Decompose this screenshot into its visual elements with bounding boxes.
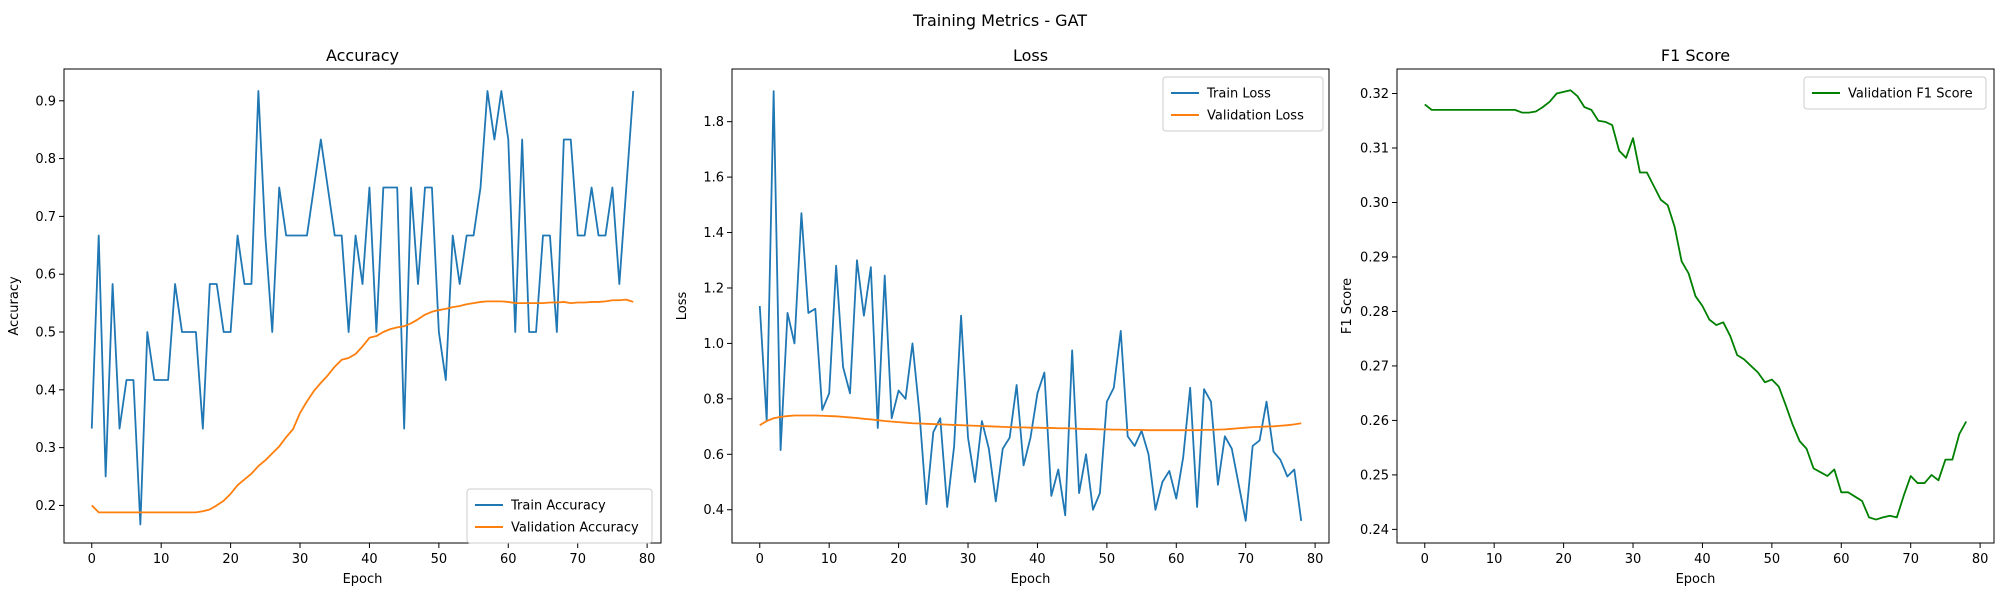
y-axis-label: F1 Score [1340, 278, 1355, 334]
y-tick-label: 0.8 [703, 392, 724, 407]
y-tick-label: 0.32 [1360, 87, 1389, 102]
x-tick-label: 10 [1486, 552, 1503, 567]
y-tick-label: 0.6 [703, 448, 724, 463]
x-tick-label: 70 [569, 552, 586, 567]
y-tick-label: 0.26 [1360, 414, 1389, 429]
y-tick-label: 0.25 [1360, 468, 1389, 483]
axes-frame [63, 68, 662, 544]
x-tick-label: 60 [1833, 552, 1850, 567]
y-tick-label: 0.9 [35, 94, 56, 109]
y-tick-label: 0.2 [35, 499, 56, 514]
x-tick-label: 10 [821, 552, 838, 567]
legend: Train Accuracy Validation Accuracy [466, 488, 653, 544]
x-tick-label: 20 [1555, 552, 1572, 567]
x-axis-label: Epoch [343, 572, 383, 587]
axes-frame [1396, 68, 1995, 544]
y-tick-label: 0.3 [35, 441, 56, 456]
x-tick-label: 30 [1625, 552, 1642, 567]
x-tick-label: 10 [153, 552, 170, 567]
series-line-train-accuracy [90, 90, 635, 526]
y-tick-label: 1.2 [703, 281, 724, 296]
x-tick-label: 80 [639, 552, 656, 567]
y-tick-label: 0.7 [35, 210, 56, 225]
y-tick-label: 0.27 [1360, 359, 1389, 374]
x-tick-label: 20 [890, 552, 907, 567]
chart-panel-1: Accuracy 0 10 20 30 40 50 60 70 80 0.2 0.3 0.4 0.5 0.6… [7, 46, 662, 587]
x-tick-label: 60 [500, 552, 517, 567]
x-tick-label: 80 [1307, 552, 1324, 567]
legend-box [1803, 76, 1987, 110]
figure-title: Training Metrics - GAT [912, 11, 1087, 30]
y-tick-label: 0.31 [1360, 142, 1389, 157]
series-line-train-loss [758, 90, 1303, 522]
y-tick-label: 0.29 [1360, 250, 1389, 265]
legend-label: Validation F1 Score [1848, 87, 1973, 102]
axes-frame [731, 68, 1330, 544]
y-axis-label: Accuracy [7, 276, 22, 336]
series-line-validation-f1-score [1424, 89, 1968, 521]
legend: Train Loss Validation Loss [1162, 76, 1324, 132]
y-tick-label: 0.6 [35, 268, 56, 283]
legend-label: Validation Accuracy [511, 521, 639, 536]
x-tick-label: 0 [756, 552, 764, 567]
x-tick-label: 70 [1237, 552, 1254, 567]
series-line-validation-loss [759, 414, 1302, 432]
legend-box [466, 488, 653, 544]
x-tick-label: 30 [960, 552, 977, 567]
legend-box [1162, 76, 1324, 132]
y-tick-label: 0.24 [1360, 523, 1389, 538]
y-tick-label: 1.0 [703, 337, 724, 352]
chart-title: Accuracy [326, 46, 399, 65]
x-tick-label: 0 [1421, 552, 1429, 567]
y-tick-label: 1.8 [703, 115, 724, 130]
legend: Validation F1 Score [1803, 76, 1987, 110]
x-tick-label: 80 [1972, 552, 1989, 567]
x-tick-label: 50 [431, 552, 448, 567]
x-tick-label: 40 [1694, 552, 1711, 567]
x-tick-label: 0 [88, 552, 96, 567]
x-tick-label: 60 [1168, 552, 1185, 567]
y-tick-label: 0.28 [1360, 305, 1389, 320]
chart-panel-2: Loss 0 10 20 30 40 50 60 70 80 0.4 0.6 0.8 1.0 1.2 1.4 1… [675, 46, 1330, 587]
y-axis-label: Loss [675, 292, 690, 321]
series-line-validation-accuracy [91, 298, 634, 514]
y-tick-label: 1.6 [703, 171, 724, 186]
x-tick-label: 20 [222, 552, 239, 567]
x-tick-label: 70 [1902, 552, 1919, 567]
x-axis-label: Epoch [1676, 572, 1716, 587]
x-tick-label: 50 [1764, 552, 1781, 567]
y-tick-label: 0.4 [35, 383, 56, 398]
legend-label: Validation Loss [1207, 109, 1304, 124]
x-tick-label: 30 [292, 552, 309, 567]
x-tick-label: 40 [361, 552, 378, 567]
chart-title: F1 Score [1661, 46, 1730, 65]
x-tick-label: 50 [1099, 552, 1116, 567]
legend-label: Train Loss [1206, 87, 1271, 102]
y-tick-label: 1.4 [703, 226, 724, 241]
chart-title: Loss [1013, 46, 1048, 65]
y-tick-label: 0.8 [35, 152, 56, 167]
y-tick-label: 0.4 [703, 503, 724, 518]
legend-label: Train Accuracy [510, 499, 606, 514]
y-tick-label: 0.5 [35, 326, 56, 341]
x-tick-label: 40 [1029, 552, 1046, 567]
chart-panel-3: F1 Score 0 10 20 30 40 50 60 70 80 0.24 0.25 0.26 0.2… [1340, 46, 1995, 587]
y-tick-label: 0.30 [1360, 196, 1389, 211]
x-axis-label: Epoch [1011, 572, 1051, 587]
